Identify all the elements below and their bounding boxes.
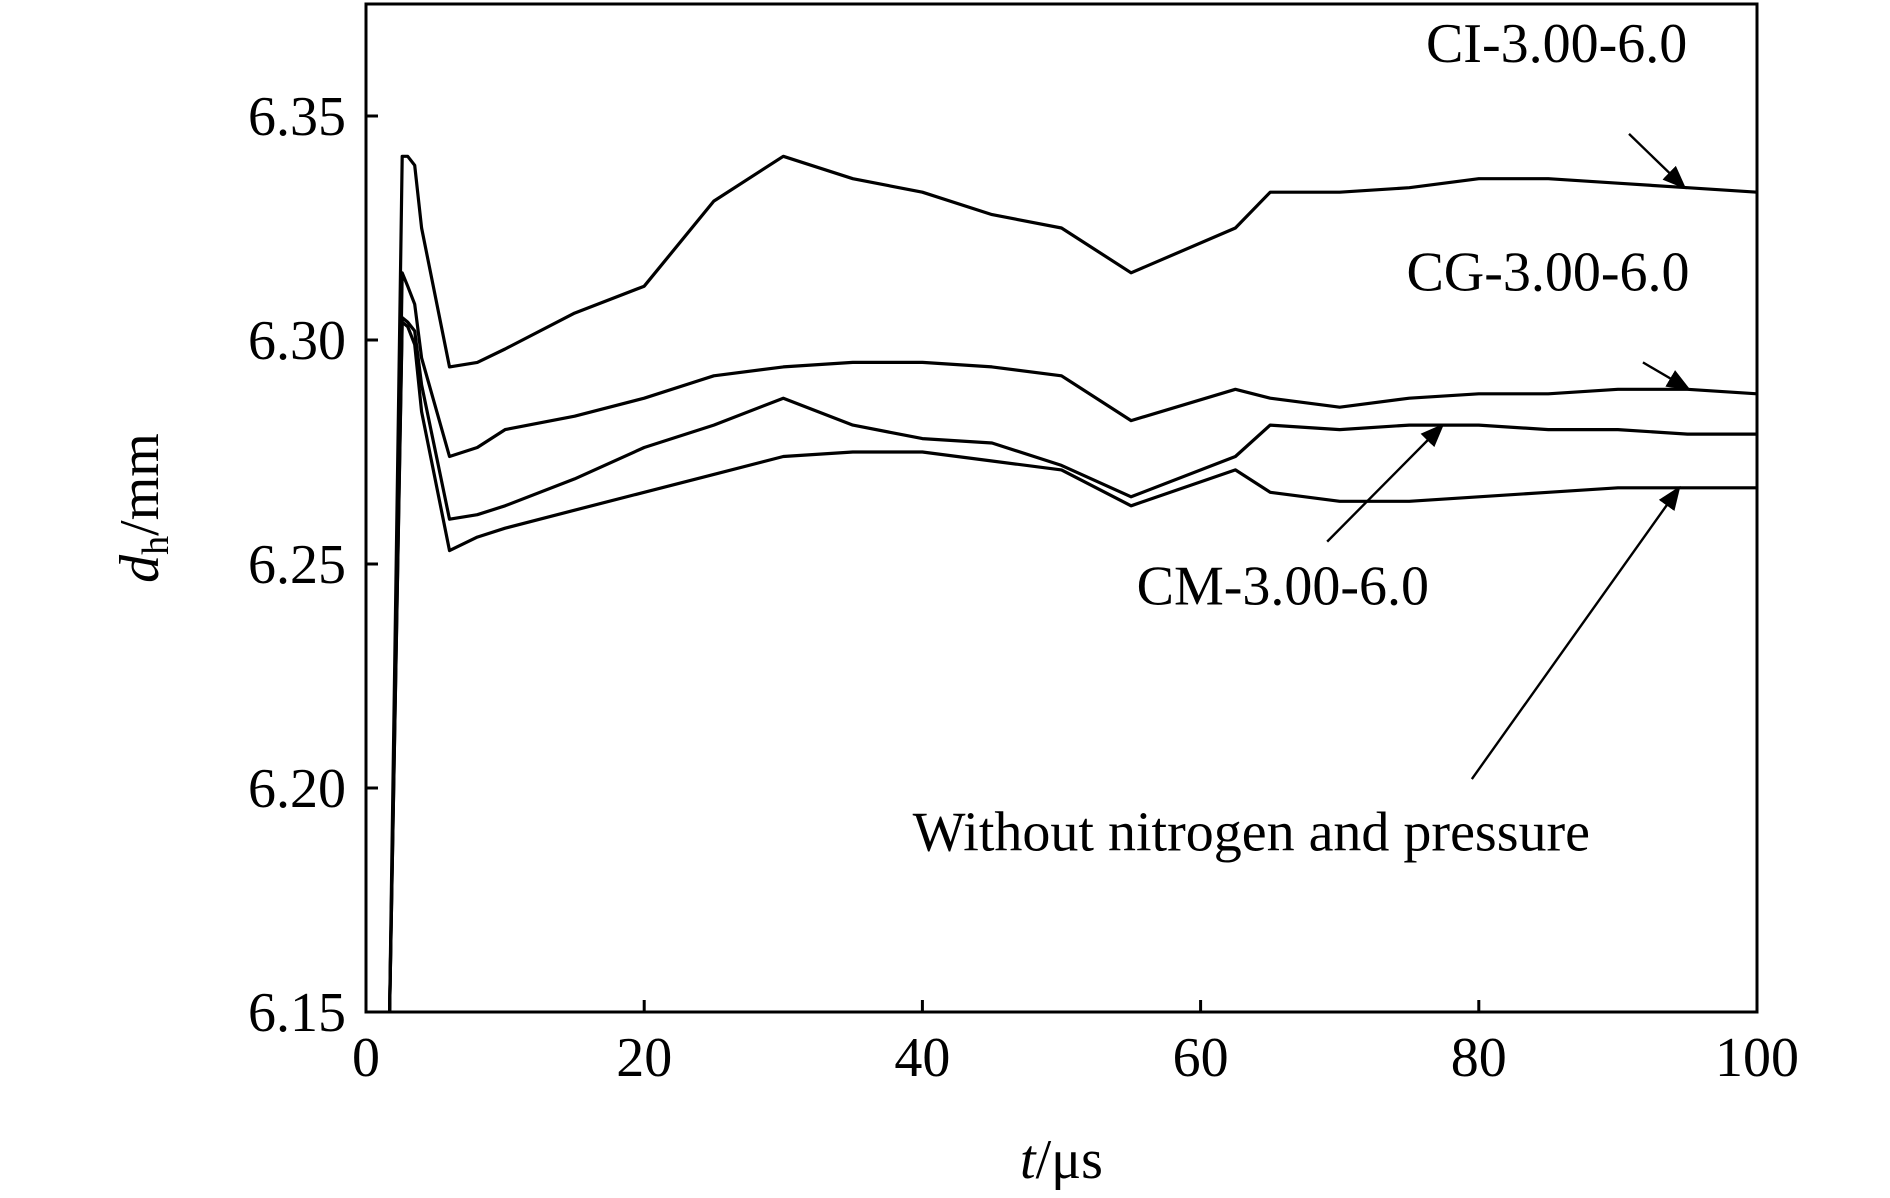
annotation-group: CI-3.00-6.0 CG-3.00-6.0 CM-3.00-6.0 Without… [913,13,1691,864]
series-label-4: Without nitrogen and pressure [913,802,1590,864]
x-tick-label: 20 [616,1027,672,1089]
series-group [388,154,1758,1013]
x-axis-unit: /μs [1036,1129,1103,1191]
x-axis-variable: t [1020,1129,1037,1191]
x-tick-label: 40 [894,1027,950,1089]
series-line-1 [388,154,1758,1013]
x-tick-label: 0 [352,1027,380,1089]
y-tick-label: 6.25 [248,534,346,596]
y-tick-label: 6.20 [248,758,346,820]
y-tick-label: 6.15 [248,982,346,1044]
annotation-arrow-1 [1628,133,1687,190]
series-line-4 [388,320,1757,1013]
annotation-arrow-3 [1326,423,1445,543]
x-tick-label: 60 [1173,1027,1229,1089]
y-axis-unit: /mm [109,433,171,536]
tick-group: 0 20 40 60 80 100 6.15 6.20 6.25 6.30 6.35 [248,86,1799,1089]
x-tick-label: 100 [1715,1027,1799,1089]
annotation-arrow-4 [1470,485,1681,780]
plot-frame [364,2,1759,1014]
series-label-1: CI-3.00-6.0 [1426,13,1687,75]
y-axis-title: dh/mm [109,433,177,583]
series-line-2 [388,271,1758,1013]
series-label-3: CM-3.00-6.0 [1137,555,1429,617]
y-axis-subscript: h [135,536,177,555]
series-label-2: CG-3.00-6.0 [1406,242,1689,304]
annotation-arrow-2 [1642,361,1691,391]
y-tick-label: 6.30 [248,310,346,372]
x-axis-title: t/μs [1020,1129,1103,1191]
y-axis-variable: d [109,554,171,583]
y-tick-label: 6.35 [248,86,346,148]
series-line-3 [388,316,1757,1013]
x-tick-label: 80 [1451,1027,1507,1089]
